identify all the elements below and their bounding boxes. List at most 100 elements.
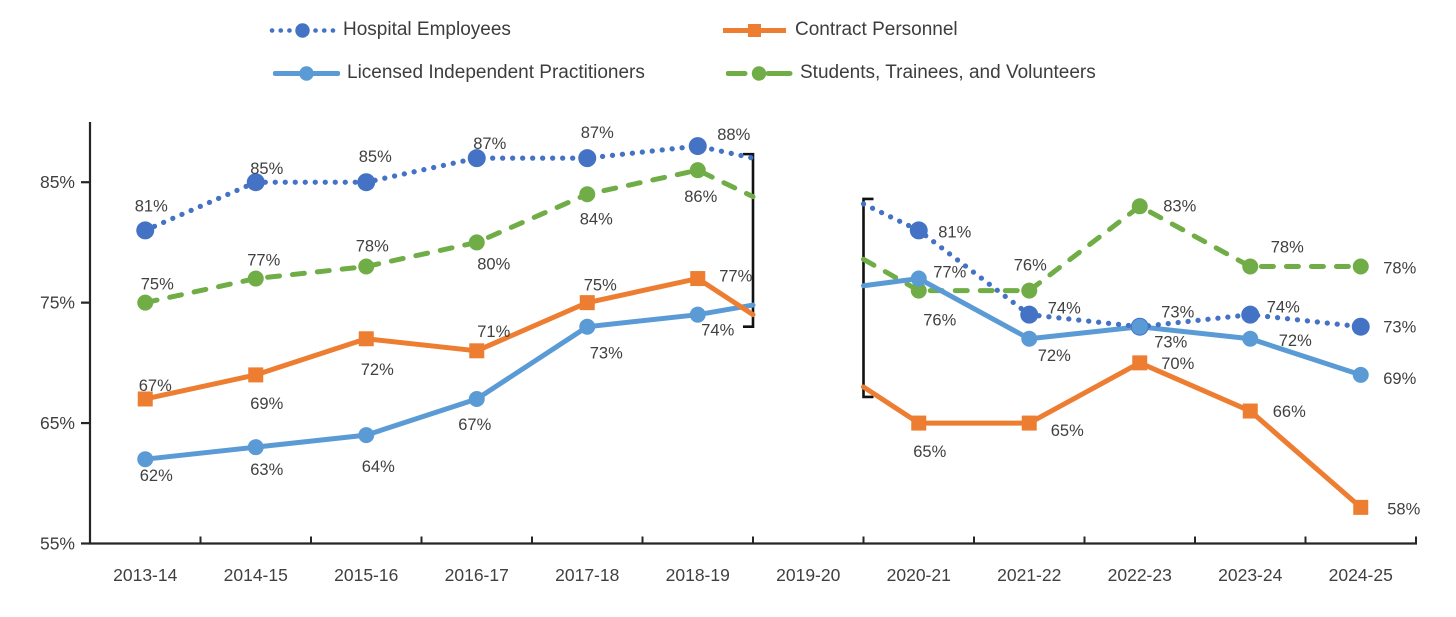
data-label-hospital-employees-2023-24: 74% bbox=[1267, 299, 1300, 317]
data-label-hospital-employees-2014-15: 85% bbox=[250, 160, 283, 178]
x-axis-label-2013-14: 2013-14 bbox=[113, 565, 177, 585]
data-point-contract-personnel-2022-23 bbox=[1132, 355, 1148, 371]
data-label-students-trainees-volunteers-2018-19: 86% bbox=[684, 188, 717, 206]
x-axis-label-2020-21: 2020-21 bbox=[887, 565, 951, 585]
data-label-students-trainees-volunteers-2013-14: 75% bbox=[141, 276, 174, 294]
legend: Hospital Employees Contract Personnel Li… bbox=[0, 0, 1456, 100]
data-label-licensed-independent-practitioners-2021-22: 72% bbox=[1038, 347, 1071, 365]
data-label-contract-personnel-2021-22: 65% bbox=[1051, 422, 1084, 440]
data-point-hospital-employees-2023-24 bbox=[1241, 305, 1260, 324]
data-point-licensed-independent-practitioners-2013-14 bbox=[137, 451, 154, 468]
series-line-hospital-employees-left bbox=[142, 143, 756, 233]
data-label-contract-personnel-2022-23: 70% bbox=[1161, 355, 1194, 373]
data-point-students-trainees-volunteers-2016-17 bbox=[468, 234, 485, 251]
data-label-hospital-employees-2024-25: 73% bbox=[1383, 319, 1416, 337]
data-label-hospital-employees-2021-22: 74% bbox=[1048, 300, 1081, 318]
legend-label: Licensed Independent Practitioners bbox=[347, 62, 645, 83]
data-label-students-trainees-volunteers-2017-18: 84% bbox=[580, 210, 613, 228]
data-point-hospital-employees-2024-25 bbox=[1351, 317, 1370, 336]
data-label-hospital-employees-2022-23: 73% bbox=[1161, 304, 1194, 322]
x-axis-label-2016-17: 2016-17 bbox=[445, 565, 509, 585]
data-label-hospital-employees-2013-14: 81% bbox=[135, 197, 168, 215]
data-point-licensed-independent-practitioners-2014-15 bbox=[247, 439, 264, 456]
data-point-contract-personnel-2017-18 bbox=[579, 295, 595, 311]
series-line-hospital-employees-right bbox=[860, 201, 1364, 330]
data-label-licensed-independent-practitioners-2013-14: 62% bbox=[140, 467, 173, 485]
data-point-hospital-employees-2013-14 bbox=[136, 221, 155, 240]
x-axis-label-2022-23: 2022-23 bbox=[1108, 565, 1172, 585]
data-point-licensed-independent-practitioners-2020-21 bbox=[910, 270, 927, 287]
data-point-hospital-employees-2016-17 bbox=[467, 149, 486, 168]
data-label-contract-personnel-2024-25: 58% bbox=[1387, 500, 1420, 518]
data-point-contract-personnel-2013-14 bbox=[137, 391, 153, 407]
y-axis-tick-label-75: 75% bbox=[40, 293, 75, 313]
y-axis-tick-label-85: 85% bbox=[40, 172, 75, 192]
legend-item-hospital-employees: Hospital Employees bbox=[269, 19, 511, 41]
data-label-students-trainees-volunteers-2024-25: 78% bbox=[1383, 260, 1416, 278]
data-label-licensed-independent-practitioners-2022-23: 73% bbox=[1154, 334, 1187, 352]
data-point-students-trainees-volunteers-2018-19 bbox=[689, 162, 706, 179]
data-point-contract-personnel-2024-25 bbox=[1353, 499, 1369, 515]
data-point-licensed-independent-practitioners-2016-17 bbox=[468, 390, 485, 407]
x-axis-label-2018-19: 2018-19 bbox=[666, 565, 730, 585]
legend-label: Hospital Employees bbox=[343, 19, 511, 40]
data-label-licensed-independent-practitioners-2016-17: 67% bbox=[458, 416, 491, 434]
data-point-licensed-independent-practitioners-2024-25 bbox=[1352, 366, 1369, 383]
y-axis-tick-label-55: 55% bbox=[40, 534, 75, 554]
data-label-students-trainees-volunteers-2021-22: 76% bbox=[1014, 257, 1047, 275]
data-label-licensed-independent-practitioners-2018-19: 74% bbox=[701, 322, 734, 340]
series-line-students-trainees-volunteers-right bbox=[861, 203, 1364, 294]
data-label-licensed-independent-practitioners-2023-24: 72% bbox=[1279, 332, 1312, 350]
data-label-contract-personnel-2017-18: 75% bbox=[584, 277, 617, 295]
data-label-contract-personnel-2016-17: 71% bbox=[477, 323, 510, 341]
data-point-contract-personnel-2015-16 bbox=[358, 331, 374, 347]
data-label-licensed-independent-practitioners-2015-16: 64% bbox=[362, 458, 395, 476]
x-axis-label-2023-24: 2023-24 bbox=[1218, 565, 1282, 585]
data-label-contract-personnel-2023-24: 66% bbox=[1273, 403, 1306, 421]
x-axis-label-2015-16: 2015-16 bbox=[334, 565, 398, 585]
data-point-licensed-independent-practitioners-2023-24 bbox=[1242, 330, 1259, 347]
data-label-students-trainees-volunteers-2016-17: 80% bbox=[477, 255, 510, 273]
data-point-students-trainees-volunteers-2021-22 bbox=[1021, 282, 1038, 299]
solid-line-square-marker-icon bbox=[723, 23, 786, 37]
x-axis-label-2014-15: 2014-15 bbox=[224, 565, 288, 585]
data-point-licensed-independent-practitioners-2021-22 bbox=[1021, 330, 1038, 347]
dotted-line-circle-marker-icon bbox=[269, 22, 336, 38]
data-point-hospital-employees-2018-19 bbox=[688, 137, 707, 156]
x-axis-label-2017-18: 2017-18 bbox=[555, 565, 619, 585]
data-label-hospital-employees-2020-21: 81% bbox=[938, 223, 971, 241]
data-point-licensed-independent-practitioners-2015-16 bbox=[358, 427, 375, 444]
y-axis-tick-label-65: 65% bbox=[40, 413, 75, 433]
data-point-students-trainees-volunteers-2020-21 bbox=[910, 282, 927, 299]
data-point-students-trainees-volunteers-2023-24 bbox=[1242, 258, 1259, 275]
data-label-hospital-employees-2015-16: 85% bbox=[359, 148, 392, 166]
data-label-hospital-employees-2018-19: 88% bbox=[717, 126, 750, 144]
data-point-contract-personnel-2018-19 bbox=[690, 271, 706, 287]
x-axis-label-2024-25: 2024-25 bbox=[1329, 565, 1393, 585]
data-point-students-trainees-volunteers-2017-18 bbox=[579, 186, 596, 203]
data-point-students-trainees-volunteers-2024-25 bbox=[1352, 258, 1369, 275]
legend-label: Students, Trainees, and Volunteers bbox=[800, 62, 1096, 83]
data-point-hospital-employees-2021-22 bbox=[1020, 305, 1039, 324]
break-bracket-left bbox=[743, 152, 755, 328]
series-line-contract-personnel-left bbox=[142, 276, 756, 402]
data-point-hospital-employees-2020-21 bbox=[909, 221, 928, 240]
legend-item-students-trainees-volunteers: Students, Trainees, and Volunteers bbox=[726, 62, 1096, 84]
data-label-licensed-independent-practitioners-2017-18: 73% bbox=[590, 345, 623, 363]
series-line-licensed-independent-practitioners-left bbox=[142, 302, 756, 462]
data-point-contract-personnel-2016-17 bbox=[469, 343, 485, 359]
dashed-line-circle-marker-icon bbox=[726, 65, 793, 81]
data-point-hospital-employees-2014-15 bbox=[246, 173, 265, 192]
data-label-students-trainees-volunteers-2023-24: 78% bbox=[1271, 239, 1304, 257]
legend-item-licensed-independent-practitioners: Licensed Independent Practitioners bbox=[273, 62, 645, 84]
data-label-contract-personnel-2014-15: 69% bbox=[250, 395, 283, 413]
data-point-licensed-independent-practitioners-2017-18 bbox=[579, 318, 596, 335]
solid-line-circle-marker-icon bbox=[273, 65, 340, 81]
data-point-contract-personnel-2020-21 bbox=[911, 415, 927, 431]
data-point-contract-personnel-2023-24 bbox=[1242, 403, 1258, 419]
data-label-contract-personnel-2018-19: 77% bbox=[719, 268, 752, 286]
data-label-licensed-independent-practitioners-2024-25: 69% bbox=[1383, 370, 1416, 388]
data-label-hospital-employees-2016-17: 87% bbox=[473, 135, 506, 153]
